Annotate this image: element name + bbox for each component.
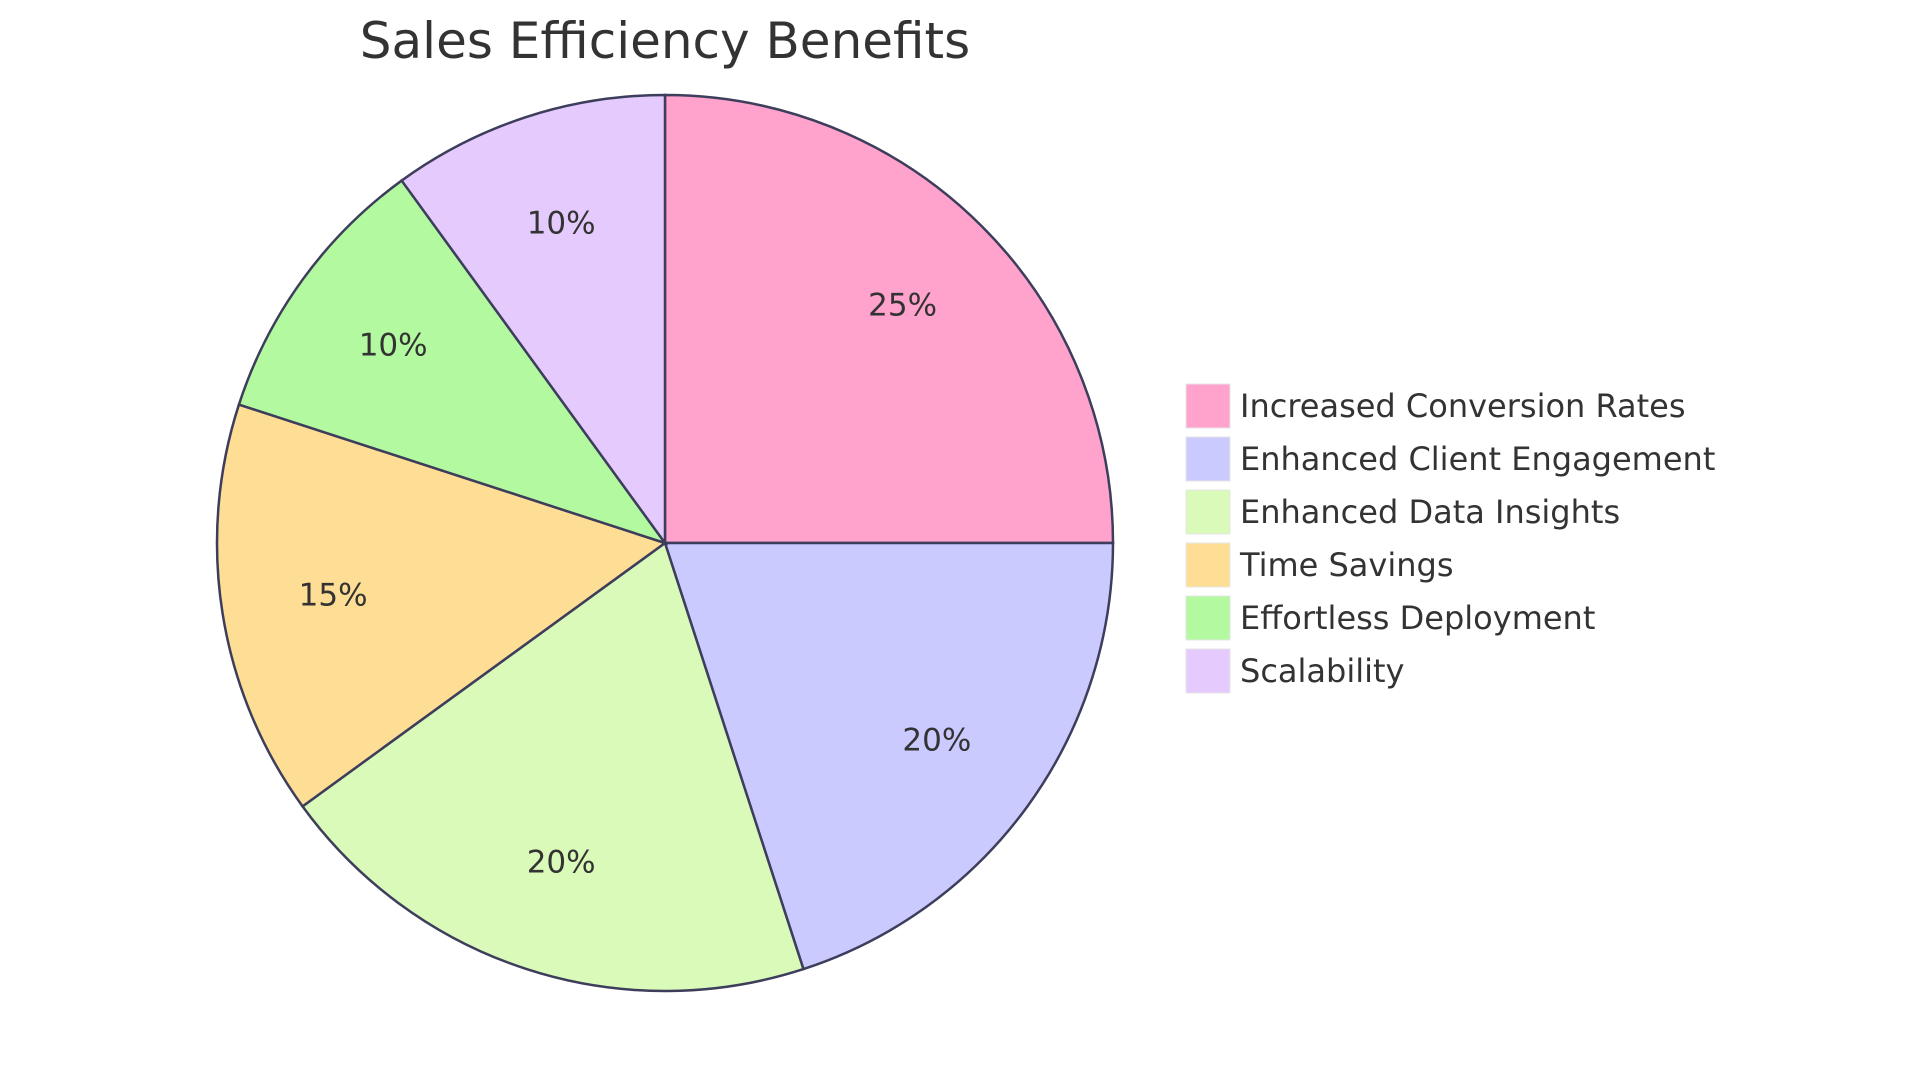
slice-value-label: 25%	[868, 287, 937, 323]
pie-slice-labels: 25% 20% 20% 15% 10% 10%	[299, 205, 972, 880]
legend-swatch	[1185, 542, 1231, 588]
legend-item-scalability: Scalability	[1185, 648, 1404, 694]
legend: Increased Conversion Rates Enhanced Clien…	[1185, 383, 1715, 694]
legend-item-time-savings: Time Savings	[1185, 542, 1454, 588]
slice-value-label: 15%	[299, 578, 368, 614]
pie-slice-increased-conversion-rates	[663, 93, 1115, 545]
pie-slices	[215, 93, 1115, 993]
legend-swatch	[1185, 595, 1231, 641]
pie-slice-time-savings	[215, 402, 668, 809]
legend-label: Enhanced Data Insights	[1240, 493, 1620, 531]
legend-label: Effortless Deployment	[1240, 599, 1595, 637]
legend-swatch	[1185, 383, 1231, 429]
slice-value-label: 20%	[527, 845, 596, 881]
pie-slice-scalability	[399, 93, 667, 547]
pie-slice-enhanced-client-engagement	[663, 541, 1115, 971]
legend-swatch	[1185, 436, 1231, 482]
legend-label: Scalability	[1240, 652, 1404, 690]
legend-item-effortless-deployment: Effortless Deployment	[1185, 595, 1595, 641]
slice-value-label: 10%	[527, 205, 596, 241]
slice-value-label: 10%	[359, 328, 428, 364]
legend-label: Time Savings	[1239, 546, 1454, 584]
chart-title: Sales Efficiency Benefits	[360, 12, 970, 70]
pie-slice-effortless-deployment	[237, 178, 669, 546]
legend-label: Increased Conversion Rates	[1240, 387, 1686, 425]
legend-swatch	[1185, 648, 1231, 694]
legend-item-enhanced-client-engagement: Enhanced Client Engagement	[1185, 436, 1715, 482]
legend-swatch	[1185, 489, 1231, 535]
slice-value-label: 20%	[902, 722, 971, 758]
legend-item-enhanced-data-insights: Enhanced Data Insights	[1185, 489, 1620, 535]
pie-slice-enhanced-data-insights	[300, 540, 806, 993]
legend-label: Enhanced Client Engagement	[1240, 440, 1715, 478]
legend-item-increased-conversion-rates: Increased Conversion Rates	[1185, 383, 1686, 429]
